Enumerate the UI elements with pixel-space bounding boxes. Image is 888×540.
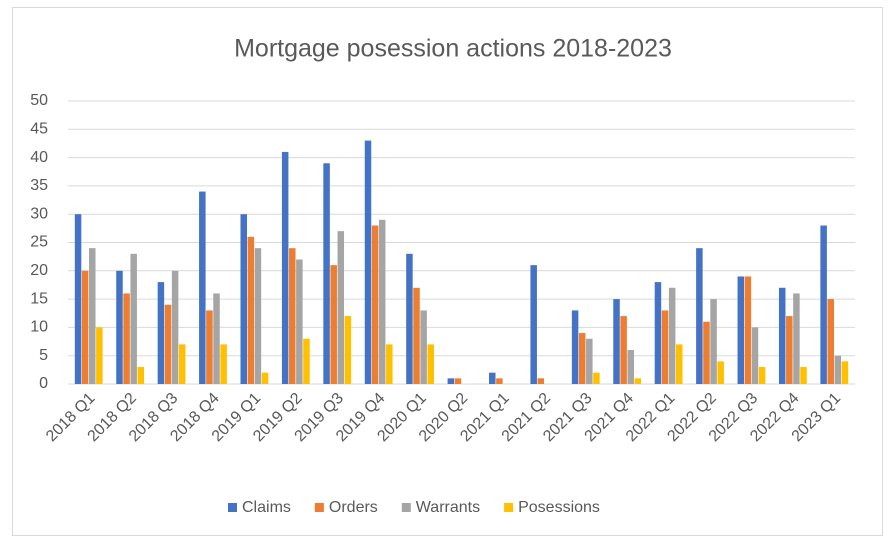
- bar: [758, 367, 766, 384]
- bar: [447, 378, 455, 384]
- y-tick-label: 5: [39, 347, 48, 364]
- bar: [164, 304, 172, 384]
- bar: [323, 163, 330, 384]
- bar: [737, 276, 745, 384]
- legend-label: Orders: [329, 499, 378, 516]
- y-tick-label: 15: [30, 290, 48, 307]
- chart-frame: [12, 7, 883, 536]
- y-tick-label: 20: [30, 262, 48, 279]
- bar: [220, 344, 227, 384]
- y-tick-label: 10: [30, 319, 48, 336]
- bar: [364, 140, 372, 384]
- bar: [634, 378, 642, 384]
- chart-title: Mortgage posession actions 2018-2023: [234, 35, 672, 63]
- bar: [703, 321, 710, 384]
- bar: [81, 270, 89, 384]
- bar: [710, 299, 717, 384]
- bar: [344, 316, 352, 384]
- bar: [137, 367, 145, 384]
- bar: [696, 248, 703, 384]
- y-tick-label: 30: [30, 205, 48, 222]
- bar: [130, 253, 137, 384]
- bar: [593, 372, 600, 384]
- bar: [668, 287, 676, 384]
- bar: [247, 236, 255, 384]
- bar: [89, 248, 96, 384]
- bar: [786, 316, 793, 384]
- y-tick-label: 50: [30, 92, 48, 109]
- legend-label: Warrants: [416, 499, 480, 516]
- bar: [496, 378, 503, 384]
- bar: [454, 378, 462, 384]
- bar: [427, 344, 434, 384]
- bar: [778, 287, 786, 384]
- bar: [157, 282, 165, 384]
- bar: [254, 248, 262, 384]
- bar: [289, 248, 296, 384]
- legend-swatch: [228, 503, 237, 512]
- bar: [303, 338, 310, 384]
- bar: [841, 361, 849, 384]
- bar: [827, 299, 834, 384]
- bar: [586, 338, 593, 384]
- bar: [74, 214, 82, 384]
- bar: [489, 372, 496, 384]
- bar: [613, 299, 620, 384]
- bar: [578, 333, 586, 384]
- bar: [213, 293, 220, 384]
- bar: [330, 265, 337, 384]
- bar: [751, 327, 759, 384]
- legend-swatch: [401, 503, 411, 512]
- bar: [620, 316, 627, 384]
- y-tick-label: 25: [30, 234, 48, 251]
- bar: [406, 253, 413, 384]
- bar: [240, 214, 247, 384]
- y-tick-label: 40: [30, 149, 48, 166]
- bar: [206, 310, 213, 384]
- bar: [413, 287, 420, 384]
- bar: [371, 225, 379, 384]
- y-tick-label: 45: [30, 121, 48, 138]
- bar: [337, 231, 345, 384]
- bar: [123, 293, 130, 384]
- bar: [793, 293, 800, 384]
- bar: [571, 310, 579, 384]
- bar: [378, 219, 386, 384]
- bar: [717, 361, 724, 384]
- bar: [261, 372, 269, 384]
- bar: [537, 378, 545, 384]
- y-tick-label: 35: [30, 177, 48, 194]
- bar: [199, 191, 206, 384]
- bar: [281, 151, 289, 384]
- legend-swatch: [314, 503, 324, 512]
- bar: [96, 327, 103, 384]
- bar: [744, 276, 752, 384]
- bar: [171, 270, 179, 384]
- bar: [627, 350, 634, 384]
- bar: [676, 344, 683, 384]
- y-tick-label: 0: [39, 375, 48, 392]
- bar: [834, 355, 842, 384]
- legend-label: Claims: [242, 499, 291, 516]
- bar: [530, 265, 537, 384]
- bar: [420, 310, 427, 384]
- bar: [178, 344, 186, 384]
- bar: [116, 270, 123, 384]
- legend-swatch: [504, 503, 514, 512]
- bar: [386, 344, 393, 384]
- bar: [661, 310, 669, 384]
- legend-label: Posessions: [518, 499, 600, 516]
- bar: [800, 367, 807, 384]
- bar: [296, 259, 303, 384]
- bar: [820, 225, 827, 384]
- bar: [654, 282, 662, 384]
